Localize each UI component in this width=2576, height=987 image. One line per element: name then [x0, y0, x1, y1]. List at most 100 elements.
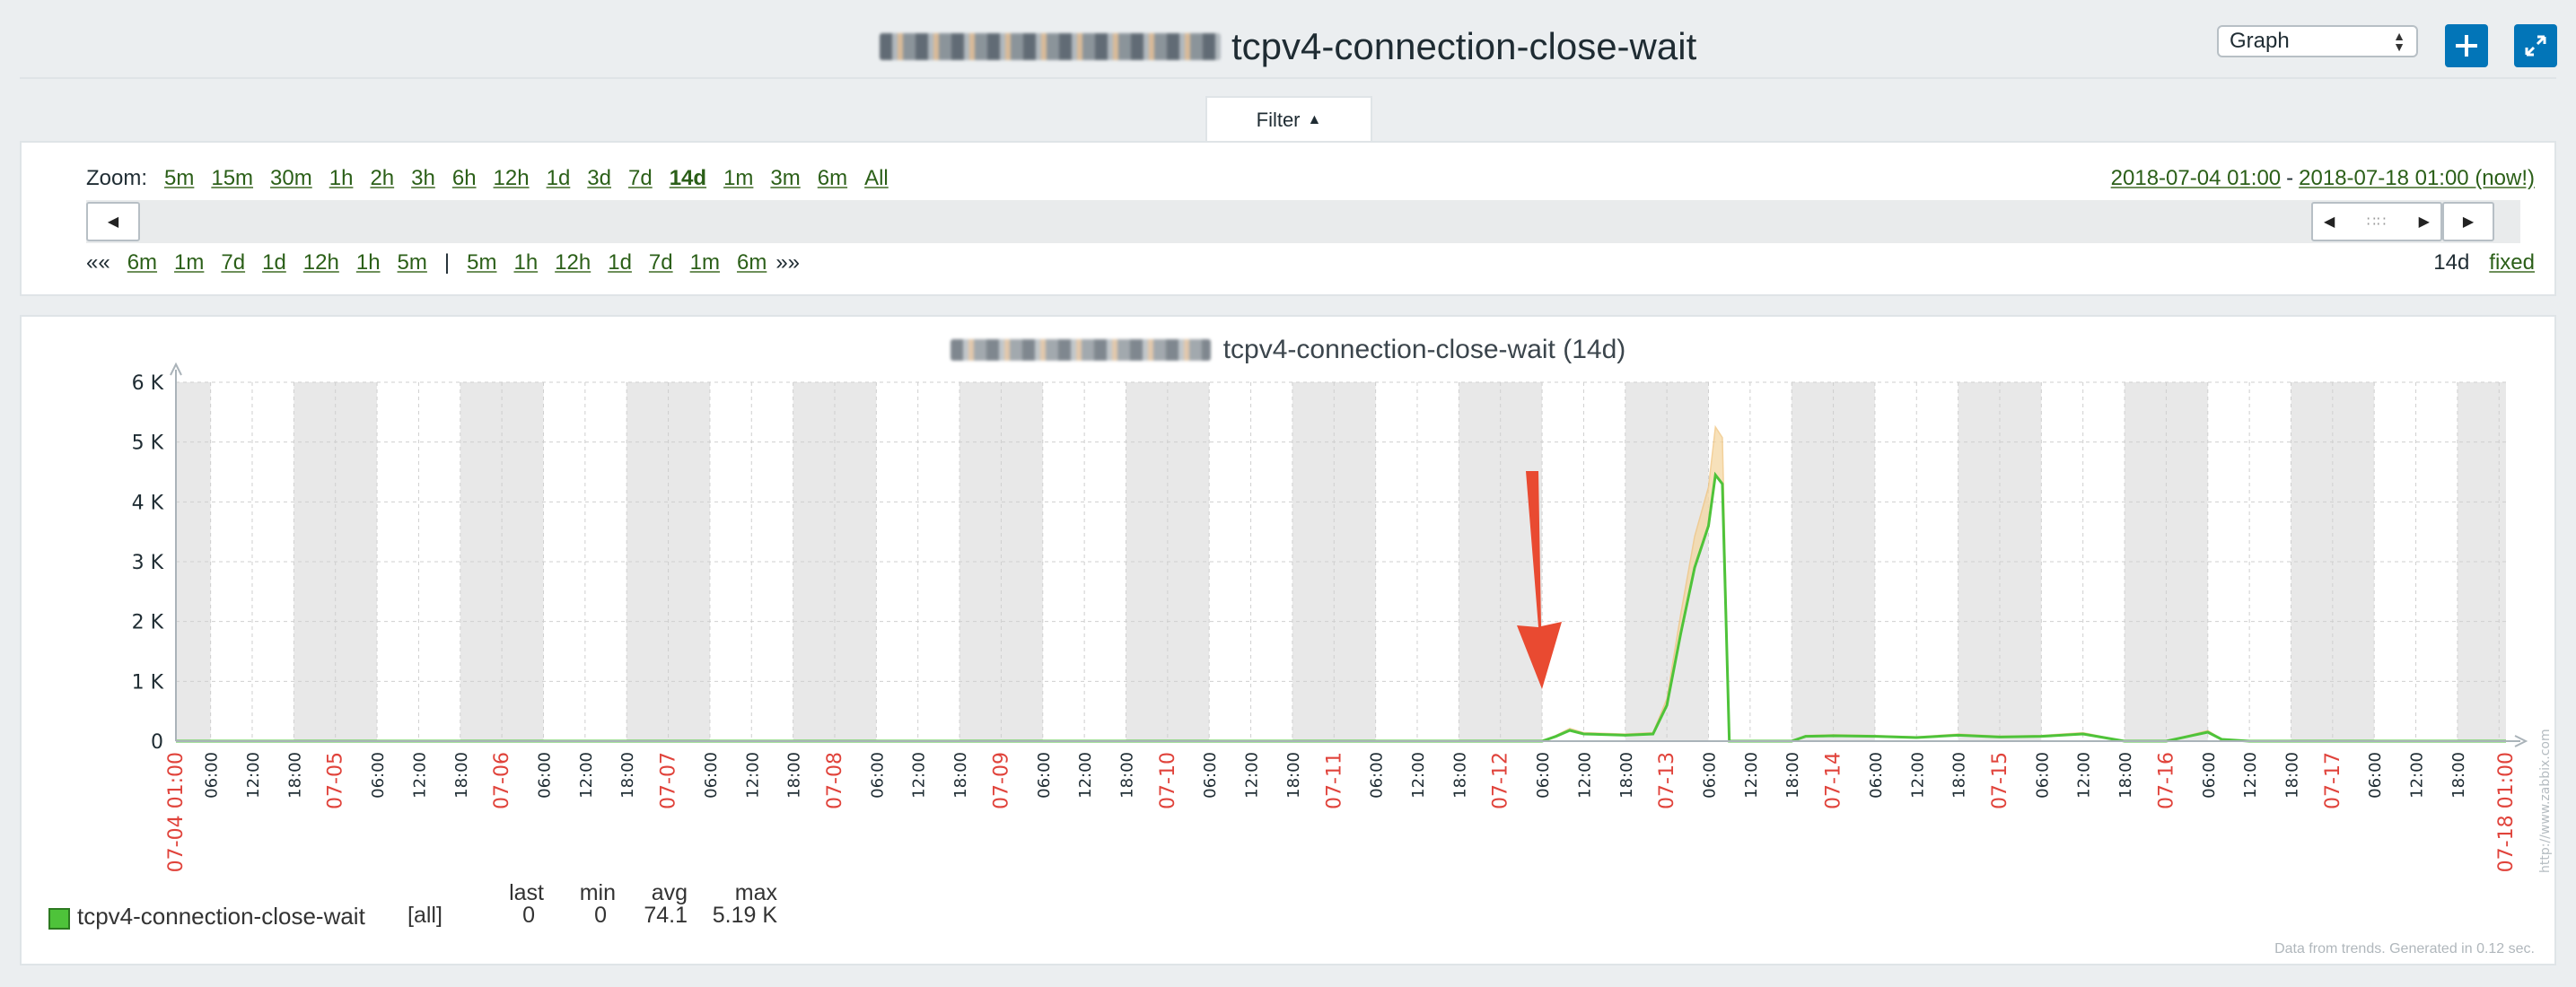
shift-back-1d[interactable]: 1d: [262, 250, 286, 275]
zoom-option-3h[interactable]: 3h: [411, 166, 435, 190]
zoom-option-30m[interactable]: 30m: [270, 166, 312, 190]
handle-right-icon: ▶: [2418, 214, 2430, 230]
scrollbar-handle[interactable]: ◀ ∷∷ ▶: [2311, 202, 2442, 241]
legend-header-avg: avg: [651, 880, 688, 905]
x-day-label: 07-07: [658, 752, 680, 809]
shift-forward-1d[interactable]: 1d: [608, 250, 632, 275]
zoom-option-14d[interactable]: 14d: [669, 166, 707, 190]
period-info: 14d fixed: [2433, 250, 2535, 275]
triangle-right-icon: ▶: [2462, 214, 2475, 230]
zoom-option-All[interactable]: All: [864, 166, 889, 190]
x-hour-label: 18:00: [1284, 752, 1303, 799]
zoom-option-6h[interactable]: 6h: [451, 166, 477, 190]
shift-back-7d[interactable]: 7d: [221, 250, 246, 275]
y-tick-label: 3 K: [132, 552, 164, 574]
graph-panel: tcpv4-connection-close-wait (14d) 0 1 K 2 …: [20, 315, 2556, 965]
shift-forward-5m[interactable]: 5m: [467, 250, 497, 275]
y-tick-label: 1 K: [132, 671, 164, 694]
zoom-option-5m[interactable]: 5m: [164, 166, 195, 190]
x-hour-label: 18:00: [618, 752, 637, 799]
view-select[interactable]: Graph ▲ ▼: [2217, 25, 2418, 57]
shift-forward-1m[interactable]: 1m: [689, 250, 720, 275]
shift-back-6m[interactable]: 6m: [127, 250, 158, 275]
x-axis-arrow-icon: [2514, 735, 2528, 747]
y-axis-arrow-icon: [170, 362, 182, 376]
zoom-option-2h[interactable]: 2h: [370, 166, 395, 190]
x-hour-label: 06:00: [868, 752, 887, 799]
scroll-right-button[interactable]: ▶: [2442, 202, 2494, 241]
shift-divider: |: [443, 250, 451, 275]
zoom-option-1h[interactable]: 1h: [329, 166, 354, 190]
x-start-label: 07-04 01:00: [165, 752, 188, 872]
x-hour-label: 12:00: [1243, 752, 1262, 799]
x-hour-label: 12:00: [1076, 752, 1095, 799]
time-range: 2018-07-04 01:00 - 2018-07-18 01:00 (now…: [2111, 166, 2535, 191]
filter-tab-label: Filter: [1256, 109, 1301, 131]
plus-icon: [2456, 35, 2477, 57]
shift-back-5m[interactable]: 5m: [397, 250, 427, 275]
shift-forward-7d[interactable]: 7d: [648, 250, 673, 275]
time-filter-panel: Zoom: 5m 15m 30m 1h 2h 3h 6h 12h 1d 3d 7d 14d 1m 3m 6m…: [20, 141, 2556, 296]
x-day-label: 07-09: [990, 752, 1012, 809]
shift-forward-6m[interactable]: 6m: [736, 250, 767, 275]
shift-row: «« 6m 1m 7d 1d 12h 1h 5m | 5m 1h 12h 1d 7d 1m 6m »»: [86, 250, 800, 275]
zoom-option-7d[interactable]: 7d: [628, 166, 653, 190]
shift-back-12h[interactable]: 12h: [302, 250, 339, 275]
x-hour-label: 18:00: [1617, 752, 1636, 799]
zoom-option-15m[interactable]: 15m: [211, 166, 254, 190]
zoom-option-3d[interactable]: 3d: [587, 166, 611, 190]
x-hour-label: 12:00: [1742, 752, 1761, 799]
x-hour-label: 06:00: [2366, 752, 2385, 799]
legend-header-last: last: [509, 880, 544, 905]
header-divider: [20, 77, 2556, 79]
zoom-option-3m[interactable]: 3m: [770, 166, 801, 190]
select-arrows-icon: ▲ ▼: [2393, 29, 2405, 54]
x-day-label: 07-10: [1157, 752, 1179, 809]
zoom-option-12h[interactable]: 12h: [493, 166, 530, 190]
legend-last: 0: [522, 903, 535, 928]
range-separator: -: [2286, 166, 2294, 190]
x-hour-label: 18:00: [1950, 752, 1969, 799]
timeline-scrollbar[interactable]: [86, 200, 2520, 243]
x-hour-label: 12:00: [1908, 752, 1927, 799]
x-hour-label: 18:00: [2282, 752, 2301, 799]
x-hour-label: 06:00: [203, 752, 222, 799]
graph-title: tcpv4-connection-close-wait (14d): [1222, 335, 1626, 364]
x-hour-label: 12:00: [2241, 752, 2260, 799]
redacted-host-name: [950, 339, 1211, 361]
x-hour-label: 18:00: [452, 752, 471, 799]
chart: 0 1 K 2 K 3 K 4 K 5 K 6 K 07-04 01:00 07-18 01:…: [132, 362, 2553, 873]
range-to-link[interactable]: 2018-07-18 01:00 (now!): [2299, 166, 2535, 190]
zoom-option-6m[interactable]: 6m: [817, 166, 848, 190]
x-day-label: 07-15: [1989, 752, 2011, 809]
x-day-label: 07-17: [2322, 752, 2344, 809]
x-hour-label: 12:00: [1575, 752, 1594, 799]
back-marker: ««: [86, 250, 110, 275]
add-button[interactable]: [2445, 24, 2488, 67]
zoom-option-1m[interactable]: 1m: [723, 166, 754, 190]
x-hour-label: 18:00: [951, 752, 970, 799]
range-from-link[interactable]: 2018-07-04 01:00: [2110, 166, 2282, 190]
shift-forward-12h[interactable]: 12h: [555, 250, 591, 275]
fullscreen-button[interactable]: [2514, 24, 2557, 67]
shift-back-1h[interactable]: 1h: [355, 250, 381, 275]
x-hour-label: 06:00: [1534, 752, 1553, 799]
zoom-option-1d[interactable]: 1d: [546, 166, 571, 190]
period-mode-link[interactable]: fixed: [2489, 250, 2535, 275]
x-day-label: 07-13: [1656, 752, 1678, 809]
x-day-label: 07-05: [325, 752, 347, 809]
x-day-label: 07-12: [1490, 752, 1512, 809]
legend-series-name: tcpv4-connection-close-wait: [77, 903, 365, 930]
grip-icon: ∷∷: [2366, 214, 2388, 230]
x-hour-label: 18:00: [785, 752, 804, 799]
forward-marker: »»: [775, 250, 801, 275]
redacted-host-name: [880, 33, 1221, 60]
shift-back-1m[interactable]: 1m: [174, 250, 205, 275]
fullscreen-icon: [2525, 35, 2546, 57]
shift-forward-1h[interactable]: 1h: [513, 250, 539, 275]
x-hour-label: 12:00: [2075, 752, 2094, 799]
period-value: 14d: [2433, 250, 2470, 275]
legend-min: 0: [594, 903, 607, 928]
scroll-left-button[interactable]: ◀: [86, 202, 140, 241]
filter-tab[interactable]: Filter ▲: [1205, 96, 1372, 143]
